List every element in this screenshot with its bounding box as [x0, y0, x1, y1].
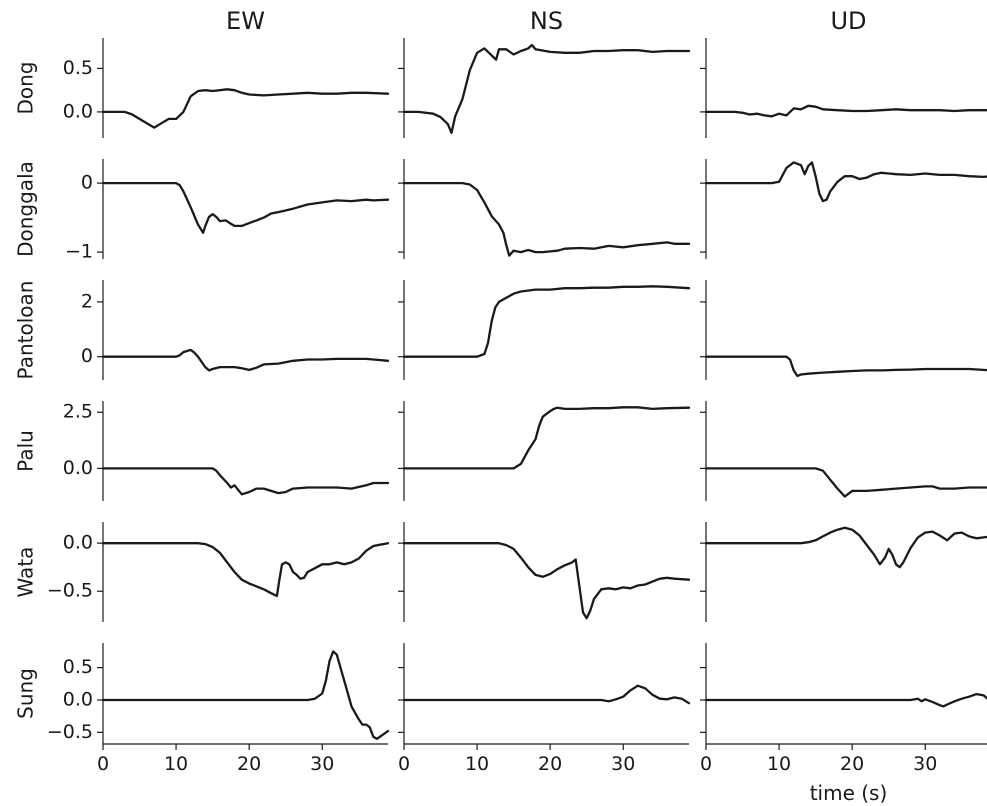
- y-tick-label: 0.0: [63, 532, 93, 554]
- panel-dong-ns: [398, 38, 691, 138]
- trace-wata-ns: [402, 542, 691, 620]
- trace-dong-ew: [101, 88, 390, 129]
- panel-pantoloan-ud: [700, 280, 987, 380]
- trace-pantoloan-ud: [704, 355, 987, 378]
- trace-donggala-ew: [101, 181, 390, 234]
- x-tick-label: 20: [840, 753, 864, 775]
- station-label-palu: Palu: [14, 430, 38, 472]
- panel-palu-ns: [398, 401, 691, 501]
- station-label-sung: Sung: [14, 668, 38, 719]
- panel-wata-ns: [398, 522, 691, 622]
- x-tick-label: 0: [97, 753, 109, 775]
- trace-wata-ud: [704, 526, 987, 569]
- x-tick-label: 10: [767, 753, 791, 775]
- panel-dong-ew: 0.0 0.5: [63, 38, 390, 138]
- y-tick-label: −0.5: [47, 721, 93, 743]
- trace-palu-ew: [101, 467, 390, 496]
- y-tick-label: 0.5: [63, 656, 93, 678]
- x-axis-label: time (s): [810, 781, 888, 805]
- y-tick-label: 0: [81, 172, 93, 194]
- y-tick-label: 0.0: [63, 100, 93, 122]
- y-tick-label: 0.0: [63, 688, 93, 710]
- x-tick-label: 0: [700, 753, 712, 775]
- panel-sung-ud: 0 10 20 30: [700, 643, 987, 775]
- trace-sung-ns: [402, 684, 691, 705]
- trace-dong-ns: [402, 43, 691, 134]
- y-tick-label: −1: [65, 241, 93, 263]
- station-label-donggala: Donggala: [14, 161, 38, 257]
- trace-wata-ew: [101, 542, 390, 598]
- panel-wata-ud: [700, 522, 987, 622]
- station-label-pantoloan: Pantoloan: [14, 281, 38, 380]
- x-tick-label: 10: [465, 753, 489, 775]
- column-title-ud: UD: [830, 7, 866, 35]
- panel-donggala-ns: [398, 159, 691, 259]
- trace-sung-ud: [704, 692, 987, 708]
- x-tick-label: 10: [164, 753, 188, 775]
- panel-pantoloan-ew: 02: [81, 280, 390, 380]
- y-tick-label: 0: [81, 345, 93, 367]
- y-tick-label: 0.0: [63, 457, 93, 479]
- y-tick-label: 0.5: [63, 57, 93, 79]
- x-tick-label: 0: [398, 753, 410, 775]
- panel-sung-ew: −0.5 0.0 0.5 0 10 20 30: [47, 643, 390, 775]
- panel-palu-ud: [700, 401, 987, 501]
- station-label-wata: Wata: [14, 547, 38, 598]
- trace-sung-ew: [101, 650, 390, 740]
- panel-donggala-ew: −1 0: [65, 159, 390, 263]
- y-tick-label: −0.5: [47, 580, 93, 602]
- panel-donggala-ud: [700, 159, 987, 259]
- trace-donggala-ns: [402, 181, 691, 257]
- trace-donggala-ud: [704, 161, 987, 203]
- panel-pantoloan-ns: [398, 280, 691, 380]
- panel-dong-ud: [700, 38, 987, 138]
- y-tick-label: 2.5: [63, 401, 93, 423]
- trace-palu-ns: [402, 406, 691, 470]
- column-title-ew: EW: [226, 7, 265, 35]
- x-tick-label: 30: [611, 753, 635, 775]
- x-tick-label: 30: [913, 753, 937, 775]
- trace-pantoloan-ew: [101, 348, 390, 372]
- trace-dong-ud: [704, 104, 987, 118]
- panel-wata-ew: −0.5 0.0: [47, 522, 390, 622]
- trace-palu-ud: [704, 467, 987, 498]
- x-tick-label: 30: [310, 753, 334, 775]
- x-tick-label: 20: [237, 753, 261, 775]
- column-title-ns: NS: [530, 7, 563, 35]
- y-tick-label: 2: [81, 290, 93, 312]
- panel-palu-ew: 0.0 2.5: [63, 401, 390, 501]
- x-tick-label: 20: [538, 753, 562, 775]
- panel-sung-ns: 0 10 20 30: [398, 643, 691, 775]
- station-label-dong: Dong: [14, 61, 38, 114]
- trace-pantoloan-ns: [402, 285, 691, 358]
